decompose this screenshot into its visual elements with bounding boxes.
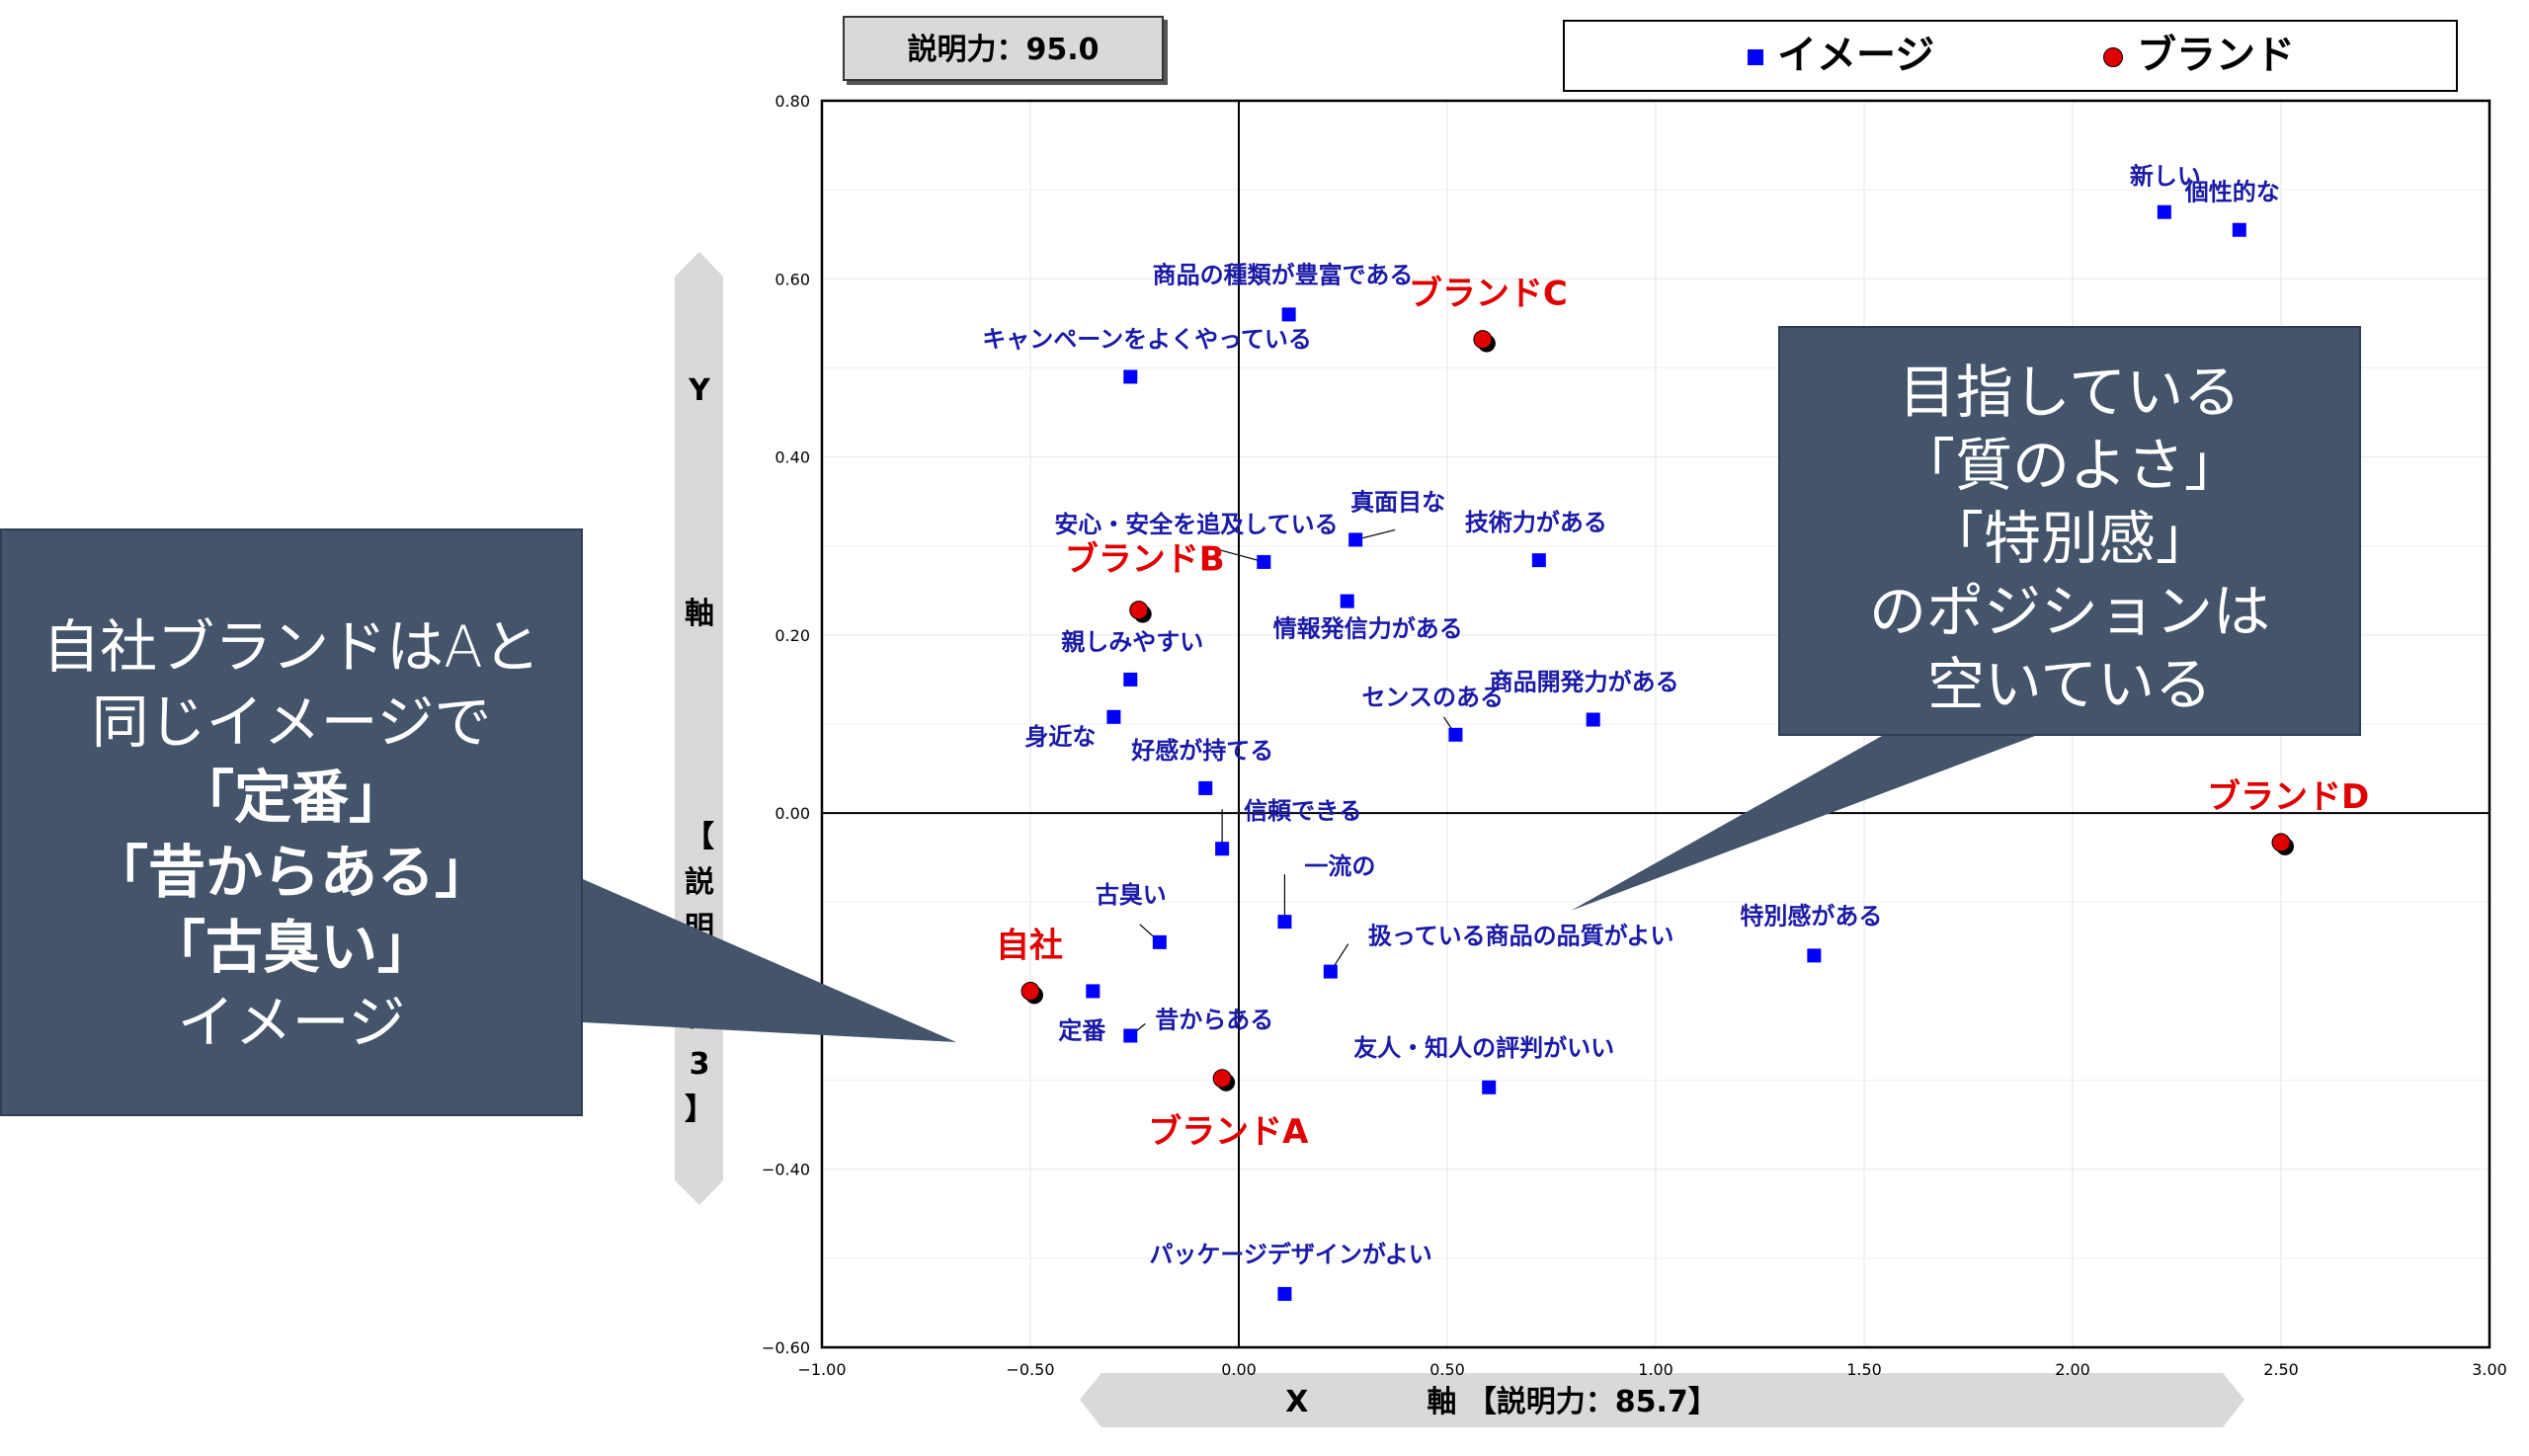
callout-left-line: 「定番」 <box>176 764 406 831</box>
image-point-label: 昔からある <box>1155 1007 1273 1034</box>
image-point-label: 情報発信力がある <box>1273 615 1463 643</box>
image-point-label: 好感が持てる <box>1130 737 1273 765</box>
image-point-label: 親しみやすい <box>1061 628 1203 656</box>
image-point-marker <box>1531 553 1546 568</box>
image-point-label: 古臭い <box>1096 881 1167 909</box>
y-tick-label: −0.40 <box>762 1161 810 1179</box>
x-axis-banner-arrow <box>1080 1373 2244 1427</box>
callout-left-line: 同じイメージで <box>91 688 492 756</box>
x-tick-label: 2.50 <box>2263 1360 2299 1379</box>
image-point-marker <box>1257 554 1271 569</box>
image-point-label: センスのある <box>1361 684 1504 711</box>
callout-left-line: 「昔からある」 <box>90 839 492 906</box>
callout-right-line: のポジションは <box>1868 578 2270 645</box>
brand-point-marker <box>2271 833 2291 852</box>
x-tick-label: 1.00 <box>1638 1360 1673 1379</box>
callout-right-line: 「特別感」 <box>1925 505 2213 572</box>
brand-point-marker <box>1129 601 1149 620</box>
image-point-marker <box>2232 222 2246 237</box>
image-point-label: 定番 <box>1058 1016 1106 1044</box>
legend-item-brand: ブランド <box>2103 34 2295 77</box>
y-tick-label: 0.40 <box>775 448 810 467</box>
x-tick-label: 0.00 <box>1221 1360 1257 1379</box>
image-point-marker <box>1123 1028 1138 1043</box>
x-tick-label: 0.50 <box>1429 1360 1465 1379</box>
image-point-marker <box>1198 780 1213 795</box>
y-tick-label: 0.80 <box>775 92 810 111</box>
label-leader-line <box>1209 546 1264 563</box>
x-tick-label: 3.00 <box>2472 1360 2507 1379</box>
image-point-marker <box>1448 727 1463 742</box>
image-point-marker <box>1277 1286 1292 1301</box>
brand-point-marker <box>1020 981 1040 1001</box>
y-tick-label: 0.20 <box>775 626 810 645</box>
brand-point-marker <box>1473 330 1493 350</box>
image-point-label: 扱っている商品の品質がよい <box>1368 923 1674 950</box>
image-point-marker <box>1123 672 1138 687</box>
callout-left-line: 自社ブランドはAと <box>42 613 540 681</box>
image-point-marker <box>1086 984 1101 999</box>
image-point-label: 個性的な <box>2184 179 2280 206</box>
callout-right-line: 空いている <box>1926 651 2213 718</box>
callout-left-line: 「古臭い」 <box>147 914 435 981</box>
image-point-label: 一流の <box>1304 852 1375 880</box>
image-point-label: 技術力がある <box>1465 509 1607 536</box>
brand-point-label: ブランドC <box>1409 275 1568 314</box>
brand-point-label: ブランドB <box>1065 540 1225 580</box>
legend-image-label: イメージ <box>1777 33 1935 78</box>
image-point-label: 商品開発力がある <box>1490 668 1679 695</box>
x-tick-label: −1.00 <box>797 1360 846 1379</box>
image-point-label: 真面目な <box>1350 488 1445 516</box>
legend-item-image: イメージ <box>1748 34 1934 77</box>
y-tick-label: 0.60 <box>775 270 810 288</box>
brand-point-label: ブランドD <box>2207 777 2369 817</box>
image-point-marker <box>1323 964 1338 979</box>
image-point-marker <box>1586 712 1600 727</box>
x-axis-title: X 軸 【説明力：85.7】 <box>1285 1385 1718 1419</box>
image-point-marker <box>1277 915 1292 930</box>
image-point-marker <box>1152 934 1167 949</box>
brand-point-label: 自社 <box>996 926 1063 965</box>
chart-legend: イメージ ブランド <box>1563 20 2458 92</box>
circle-marker-icon <box>2103 47 2123 67</box>
square-marker-icon <box>1748 49 1763 65</box>
image-point-marker <box>1106 709 1121 724</box>
x-tick-label: −0.50 <box>1006 1360 1054 1379</box>
image-point-marker <box>2157 204 2171 219</box>
image-point-marker <box>1281 307 1296 322</box>
image-point-marker <box>1123 369 1138 384</box>
plot-frame <box>820 99 2491 1349</box>
image-point-marker <box>1215 842 1230 856</box>
callout-left: 自社ブランドはAと 同じイメージで 「定番」「昔からある」 「古臭い」イメージ <box>0 528 583 1116</box>
image-point-label: パッケージデザインがよい <box>1149 1241 1431 1268</box>
image-point-marker <box>1340 594 1354 608</box>
y-tick-label: 0.00 <box>775 804 810 823</box>
callout-right-line: 「質のよさ」 <box>1897 432 2242 499</box>
x-tick-label: 1.50 <box>1846 1360 1882 1379</box>
callout-right-line: 目指している <box>1898 359 2242 426</box>
callout-left-line: イメージ <box>177 989 406 1056</box>
y-axis-rate-box: 説明力：95.0 <box>843 16 1164 81</box>
callout-right: 目指している 「質のよさ」 「特別感」 のポジションは 空いている <box>1778 326 2361 736</box>
callout-right-tail <box>1571 736 2035 911</box>
image-point-marker <box>1348 532 1363 547</box>
legend-brand-label: ブランド <box>2137 33 2295 78</box>
y-tick-label: −0.60 <box>762 1338 810 1357</box>
image-point-marker <box>1807 948 1822 963</box>
image-point-marker <box>1482 1080 1497 1094</box>
image-point-label: 信頼できる <box>1244 797 1362 825</box>
image-point-label: キャンペーンをよくやっている <box>982 325 1312 353</box>
image-point-label: 特別感がある <box>1740 902 1882 930</box>
callout-left-tail <box>583 879 956 1042</box>
image-point-label: 商品の種類が豊富である <box>1153 261 1414 288</box>
image-point-label: 身近な <box>1024 723 1096 751</box>
brand-point-label: ブランドA <box>1148 1112 1309 1152</box>
x-tick-label: 2.00 <box>2055 1360 2090 1379</box>
image-point-label: 安心・安全を追及している <box>1054 511 1338 538</box>
brand-point-marker <box>1212 1069 1232 1089</box>
image-point-label: 新しい <box>2130 163 2201 191</box>
image-point-label: 友人・知人の評判がいい <box>1353 1034 1614 1062</box>
